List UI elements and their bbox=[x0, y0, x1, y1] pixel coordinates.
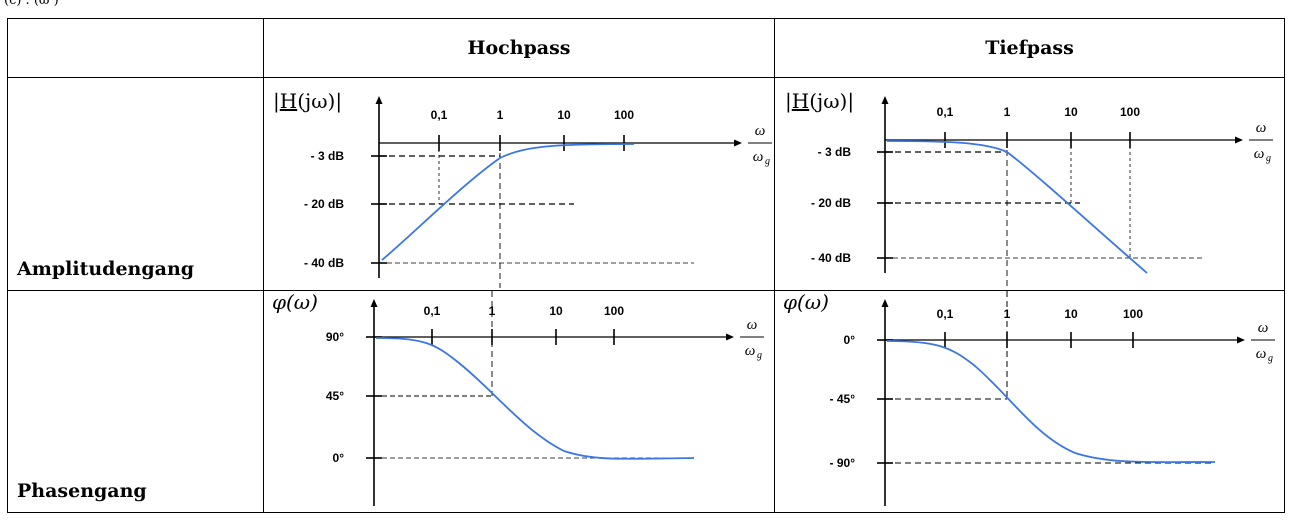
tp-ph-x-label-num: ω bbox=[1258, 320, 1269, 336]
hp-ph-x-tick-label: 100 bbox=[604, 304, 624, 318]
hp-amp-x-tick-label: 0,1 bbox=[431, 108, 448, 122]
hp-ph-x-tick-label: 0,1 bbox=[424, 304, 441, 318]
hp-ph-x-arrow bbox=[726, 333, 734, 341]
hp-ph-y-arrow bbox=[370, 299, 378, 307]
hp-amp-x-label-den: ω bbox=[753, 149, 764, 165]
hp-ph-x-label-sub: g bbox=[757, 350, 762, 361]
hp-amp-x-arrow bbox=[734, 139, 742, 147]
row-label-amplitude: Amplitudengang bbox=[17, 258, 195, 280]
hp-ph-x-label-den: ω bbox=[745, 343, 756, 359]
hp-ph-x-tick-label: 10 bbox=[549, 304, 563, 318]
tp-ph-x-tick-label: 10 bbox=[1064, 307, 1078, 321]
hp-ph-y-label: φ(ω) bbox=[272, 290, 318, 314]
tp-ph-x-label-sub: g bbox=[1268, 353, 1273, 364]
tp-ph-level-label: 0° bbox=[844, 333, 856, 347]
tp-amp-x-tick-label: 10 bbox=[1064, 105, 1078, 119]
row-label-phase-cell: Phasengang bbox=[7, 290, 264, 513]
hp-amp-y-arrow bbox=[375, 96, 383, 104]
hp-phase-plot: 0,1110100ωωgφ(ω)90°45°0° bbox=[272, 290, 764, 506]
top-caption-text: (c) . (ω ) bbox=[4, 0, 59, 8]
tp-amp-y-label: |H(jω)| bbox=[785, 89, 854, 114]
tp-amp-x-tick-label: 1 bbox=[1004, 105, 1011, 119]
hp-amp-level-label: - 20 dB bbox=[304, 197, 344, 211]
hp-ph-x-label-num: ω bbox=[747, 317, 758, 333]
tp-amp-level-label: - 20 dB bbox=[811, 196, 851, 210]
hp-ph-level-label: 0° bbox=[333, 451, 345, 465]
tp-amp-x-label-den: ω bbox=[1254, 146, 1265, 162]
tp-amp-level-label: - 40 dB bbox=[811, 251, 851, 265]
tp-amp-curve bbox=[886, 140, 1148, 274]
tp-ph-x-tick-label: 0,1 bbox=[937, 307, 954, 321]
header-tiefpass: Tiefpass bbox=[774, 18, 1285, 78]
hp-amp-x-tick-label: 100 bbox=[614, 108, 634, 122]
hp-amp-y-label: |H(jω)| bbox=[273, 89, 342, 114]
hp-amp-level-label: - 3 dB bbox=[311, 149, 345, 163]
row-label-amplitude-cell: Amplitudengang bbox=[7, 77, 264, 291]
hp-amp-level-label: - 40 dB bbox=[304, 256, 344, 270]
hp-amp-x-tick-label: 10 bbox=[557, 108, 571, 122]
tp-amp-x-label-num: ω bbox=[1256, 120, 1267, 136]
bode-table: Hochpass Tiefpass Amplitudengang 0,1 1 10 1… bbox=[7, 18, 1285, 513]
tp-amp-y-arrow bbox=[881, 96, 889, 104]
tp-ph-y-label: φ(ω) bbox=[783, 290, 829, 314]
header-corner bbox=[7, 18, 264, 78]
hp-amp-curve bbox=[381, 143, 635, 261]
hp-ph-level-label: 45° bbox=[326, 389, 344, 403]
tp-ph-level-label: - 90° bbox=[830, 456, 856, 470]
hp-amp-x-label-num: ω bbox=[755, 123, 766, 139]
tp-ph-x-tick-label: 100 bbox=[1123, 307, 1143, 321]
tp-amp-level-label: - 3 dB bbox=[818, 145, 852, 159]
tp-amp-x-label-sub: g bbox=[1266, 153, 1271, 164]
plot-hp-phase-cell: 0,1110100ωωgφ(ω)90°45°0° bbox=[263, 290, 775, 513]
hp-ph-curve bbox=[375, 337, 695, 460]
tp-amp-x-tick-label: 100 bbox=[1120, 105, 1140, 119]
tp-amp-x-tick-label: 0,1 bbox=[937, 105, 954, 119]
tp-ph-x-arrow bbox=[1237, 336, 1245, 344]
header-hochpass: Hochpass bbox=[263, 18, 775, 78]
tp-amp-x-arrow bbox=[1235, 136, 1243, 144]
tp-ph-x-label-den: ω bbox=[1256, 346, 1267, 362]
hp-ph-level-label: 90° bbox=[326, 330, 344, 344]
hp-amp-x-label-sub: g bbox=[765, 156, 770, 167]
plot-hp-amplitude-cell: 0,1 1 10 100 ω ω g |H(jω)| - 3 dB - 20 dB - 40 dB bbox=[263, 77, 775, 291]
row-label-phase: Phasengang bbox=[17, 480, 147, 502]
tp-ph-y-arrow bbox=[881, 299, 889, 307]
tp-ph-curve bbox=[886, 340, 1216, 464]
plot-tp-amplitude-cell: 0,1 1 10 100 ω ω g |H(jω)| - 3 dB - 20 dB - 40 dB bbox=[774, 77, 1285, 291]
top-cropped-caption: (c) . (ω ) bbox=[0, 0, 1298, 12]
hp-amp-x-tick-label: 1 bbox=[497, 108, 504, 122]
tp-phase-plot: 0,1110100ωωgφ(ω)0°- 45°- 90° bbox=[783, 290, 1275, 506]
plot-tp-phase-cell: 0,1110100ωωgφ(ω)0°- 45°- 90° bbox=[774, 290, 1285, 513]
tp-ph-level-label: - 45° bbox=[830, 392, 856, 406]
